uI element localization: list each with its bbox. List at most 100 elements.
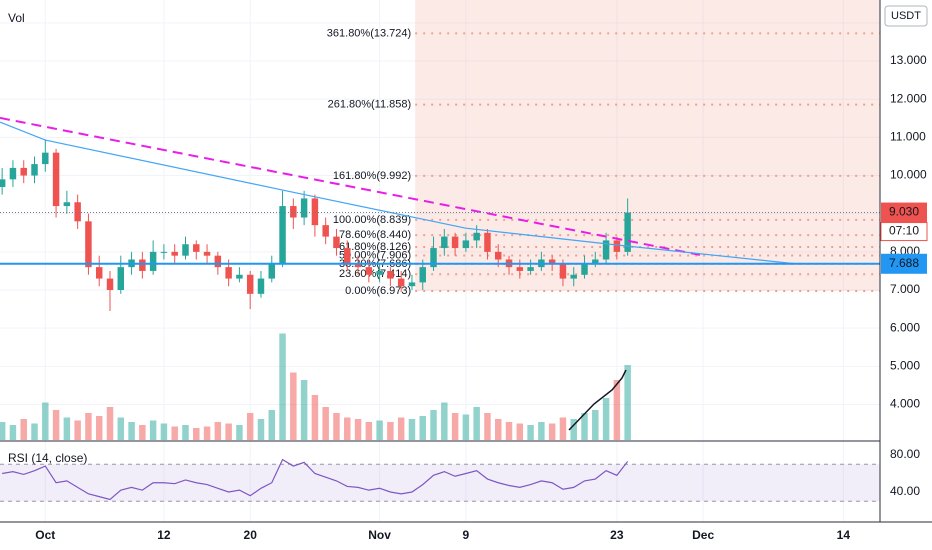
volume-bar bbox=[139, 425, 146, 440]
y-tick-label: 5.000 bbox=[890, 359, 920, 373]
volume-bar bbox=[505, 422, 513, 440]
volume-bar bbox=[484, 413, 491, 440]
x-tick-label: 14 bbox=[837, 528, 851, 542]
candle-body bbox=[300, 198, 308, 218]
candle-body bbox=[527, 267, 534, 271]
volume-bar bbox=[236, 425, 243, 440]
x-tick-label: Dec bbox=[692, 528, 714, 542]
y-tick-label: 6.000 bbox=[890, 320, 920, 334]
y-tick-label: 7.000 bbox=[890, 282, 920, 296]
volume-bar bbox=[581, 413, 588, 440]
fib-label: 0.00%(6.973) bbox=[345, 285, 411, 297]
candle-body bbox=[592, 259, 599, 264]
volume-bar bbox=[300, 380, 308, 440]
y-tick-label: 13.000 bbox=[890, 53, 927, 67]
candle-body bbox=[387, 270, 394, 279]
candle-body bbox=[149, 251, 157, 271]
volume-bar bbox=[85, 413, 92, 440]
x-tick-label: 12 bbox=[157, 528, 171, 542]
trendline bbox=[0, 116, 701, 256]
volume-bar bbox=[397, 417, 405, 440]
candle-body bbox=[397, 278, 405, 287]
volume-bar bbox=[516, 423, 524, 440]
fib-label: 361.80%(13.724) bbox=[327, 27, 411, 39]
volume-bar bbox=[225, 423, 232, 440]
volume-bar bbox=[193, 428, 200, 440]
countdown-label: 07:10 bbox=[889, 224, 919, 238]
candle-body bbox=[354, 263, 362, 268]
candle-body bbox=[559, 263, 567, 279]
hline-label-box bbox=[881, 253, 927, 274]
volume-bar bbox=[95, 416, 103, 440]
rsi-band bbox=[0, 464, 880, 502]
trendline bbox=[0, 121, 795, 265]
candle-body bbox=[365, 267, 373, 275]
candle-body bbox=[581, 263, 588, 275]
last-price-box bbox=[881, 202, 927, 223]
candle-body bbox=[311, 198, 319, 226]
volume-bar bbox=[602, 398, 610, 440]
volume-bar bbox=[333, 413, 340, 440]
volume-bar bbox=[430, 410, 437, 440]
volume-bar bbox=[462, 414, 470, 440]
candle-body bbox=[171, 251, 178, 256]
volume-bar bbox=[538, 422, 545, 440]
fib-label: 100.00%(8.839) bbox=[333, 214, 411, 226]
candle-body bbox=[322, 225, 329, 237]
volume-bar bbox=[473, 407, 480, 440]
candle-body bbox=[441, 236, 448, 249]
candle-body bbox=[430, 248, 437, 268]
candle-body bbox=[419, 267, 426, 283]
volume-bar bbox=[559, 417, 567, 440]
candle-body bbox=[257, 278, 265, 294]
candle-body bbox=[290, 206, 297, 218]
candle-body bbox=[225, 267, 232, 279]
currency-box[interactable] bbox=[884, 5, 928, 27]
volume-bar bbox=[149, 420, 157, 440]
fib-label: 78.60%(8.440) bbox=[339, 229, 411, 241]
candle-body bbox=[20, 167, 27, 176]
candle-body bbox=[63, 202, 71, 207]
x-tick-label: 20 bbox=[244, 528, 258, 542]
volume-bar bbox=[0, 422, 6, 440]
candle-body bbox=[52, 152, 60, 207]
y-tick-label: 12.000 bbox=[890, 91, 927, 105]
volume-bar bbox=[344, 417, 351, 440]
volume-bar bbox=[74, 420, 81, 440]
last-price-label: 9.030 bbox=[889, 205, 919, 219]
volume-bar bbox=[214, 422, 222, 440]
candle-body bbox=[182, 244, 189, 256]
volume-bar bbox=[268, 410, 275, 440]
candle-body bbox=[624, 212, 631, 252]
x-tick-label: 23 bbox=[610, 528, 624, 542]
fib-label: 50.00%(7.906) bbox=[339, 249, 411, 261]
hline-label: 7.688 bbox=[889, 256, 919, 270]
volume-bar bbox=[20, 419, 27, 440]
volume-bar bbox=[290, 372, 297, 440]
candle-body bbox=[9, 167, 17, 180]
y-tick-label: 10.000 bbox=[890, 168, 927, 182]
volume-bar bbox=[419, 416, 426, 440]
currency-label[interactable]: USDT bbox=[891, 10, 921, 22]
candle-body bbox=[193, 244, 200, 252]
candle-body bbox=[203, 251, 211, 256]
candle-body bbox=[473, 232, 480, 241]
volume-bar bbox=[495, 419, 502, 440]
candle-body bbox=[106, 278, 114, 291]
volume-bar bbox=[441, 402, 448, 440]
volume-bar bbox=[128, 422, 135, 440]
y-tick-label: 4.000 bbox=[890, 397, 920, 411]
fib-label: 23.60%(7.414) bbox=[339, 268, 411, 280]
candle-body bbox=[570, 274, 577, 279]
volume-bar bbox=[592, 410, 599, 440]
x-tick-label: Oct bbox=[35, 528, 55, 542]
candle-body bbox=[268, 263, 275, 279]
volume-bar bbox=[279, 333, 286, 440]
countdown-box bbox=[880, 222, 928, 242]
volume-bar bbox=[52, 410, 60, 440]
volume-bar bbox=[365, 422, 373, 440]
volume-bar bbox=[354, 419, 362, 440]
volume-bar bbox=[31, 423, 38, 440]
volume-bar bbox=[106, 407, 114, 440]
